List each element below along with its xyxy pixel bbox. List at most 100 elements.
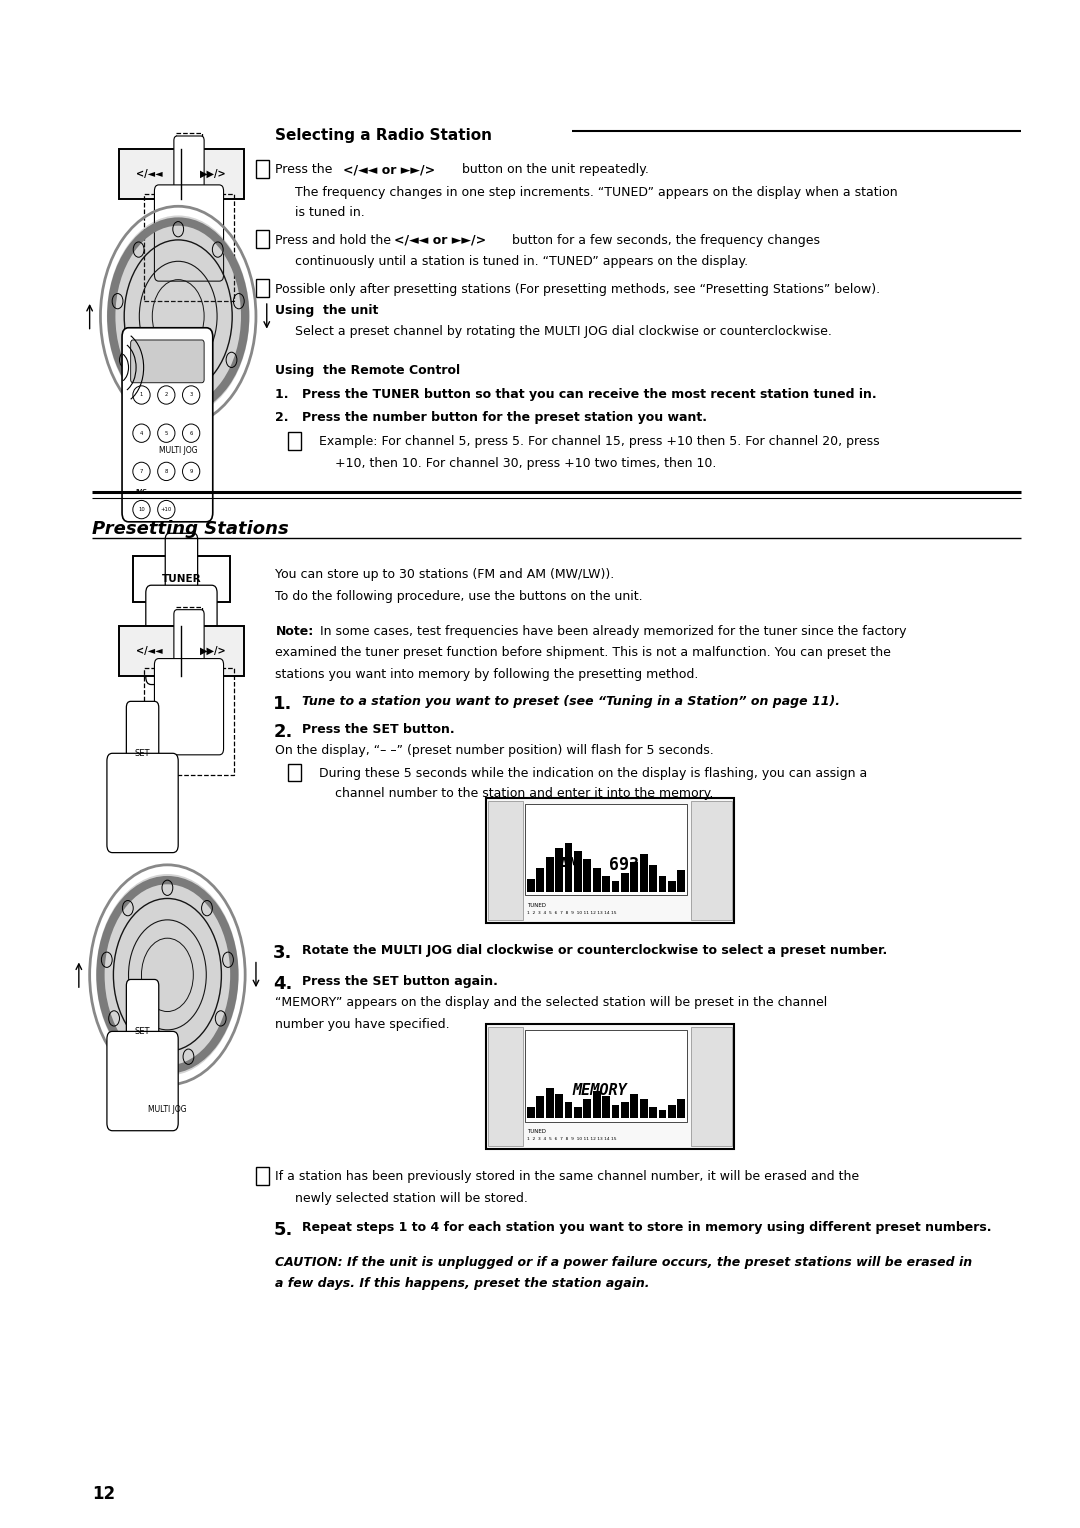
Text: Selecting a Radio Station: Selecting a Radio Station (275, 128, 492, 144)
FancyBboxPatch shape (107, 753, 178, 853)
Text: Using  the Remote Control: Using the Remote Control (275, 364, 460, 377)
Text: If a station has been previously stored in the same channel number, it will be e: If a station has been previously stored … (275, 1170, 860, 1184)
Bar (527, 879, 535, 892)
Text: Press the number button for the preset station you want.: Press the number button for the preset s… (302, 411, 707, 425)
Text: 4: 4 (139, 431, 144, 435)
Text: 1  2  3  4  5  6  7  8  9  10 11 12 13 14 15: 1 2 3 4 5 6 7 8 9 10 11 12 13 14 15 (527, 1137, 617, 1141)
Text: +10, then 10. For channel 30, press +10 two times, then 10.: +10, then 10. For channel 30, press +10 … (335, 457, 716, 471)
Text: 5: 5 (164, 431, 168, 435)
FancyBboxPatch shape (131, 339, 204, 384)
Bar (537, 1097, 544, 1118)
Text: 7: 7 (139, 469, 144, 474)
Text: You can store up to 30 stations (FM and AM (MW/LW)).: You can store up to 30 stations (FM and … (275, 568, 615, 582)
Bar (593, 1091, 600, 1118)
Text: TUNER: TUNER (162, 575, 201, 584)
Bar (611, 882, 619, 892)
Bar (691, 801, 732, 920)
Text: Press the SET button.: Press the SET button. (302, 723, 455, 736)
FancyBboxPatch shape (126, 701, 159, 775)
FancyBboxPatch shape (120, 148, 244, 199)
Text: During these 5 seconds while the indication on the display is flashing, you can : During these 5 seconds while the indicat… (319, 767, 867, 781)
Text: Press the SET button again.: Press the SET button again. (302, 975, 498, 989)
Text: TUNED: TUNED (527, 903, 546, 908)
FancyBboxPatch shape (126, 979, 159, 1053)
Text: 4.: 4. (273, 975, 293, 993)
Text: </◄◄ or ►►/>: </◄◄ or ►►/> (394, 234, 486, 248)
Text: MULTI JOG: MULTI JOG (159, 446, 198, 455)
FancyBboxPatch shape (165, 533, 198, 607)
Text: 9: 9 (189, 469, 193, 474)
Bar (639, 854, 648, 892)
Bar (649, 1108, 657, 1118)
Text: TUNED: TUNED (527, 1129, 546, 1134)
Text: button on the unit repeatedly.: button on the unit repeatedly. (458, 163, 649, 177)
Text: 1.: 1. (273, 695, 293, 714)
Text: number you have specified.: number you have specified. (275, 1018, 450, 1031)
FancyBboxPatch shape (146, 585, 217, 685)
Text: MEMORY: MEMORY (572, 1083, 626, 1099)
Text: JVC: JVC (135, 489, 147, 494)
Bar (256, 280, 269, 296)
Bar (525, 1030, 687, 1122)
Bar (486, 1024, 734, 1149)
FancyBboxPatch shape (122, 329, 213, 521)
Bar (583, 1099, 591, 1118)
Text: The frequency changes in one step increments. “TUNED” appears on the display whe: The frequency changes in one step increm… (295, 186, 897, 200)
Text: AM   693: AM 693 (559, 856, 639, 874)
Text: To do the following procedure, use the buttons on the unit.: To do the following procedure, use the b… (275, 590, 643, 604)
Text: 6: 6 (189, 431, 193, 435)
Text: 3.: 3. (273, 944, 293, 963)
Text: </◄◄: </◄◄ (136, 646, 162, 656)
Text: Press and hold the: Press and hold the (275, 234, 395, 248)
Text: SET: SET (135, 1027, 150, 1036)
Bar (565, 1102, 572, 1118)
Text: 1.: 1. (275, 388, 298, 402)
Text: 1  2  3  4  5  6  7  8  9  10 11 12 13 14 15: 1 2 3 4 5 6 7 8 9 10 11 12 13 14 15 (527, 911, 617, 915)
Bar (621, 872, 629, 892)
Bar (488, 1027, 523, 1146)
Text: newly selected station will be stored.: newly selected station will be stored. (295, 1192, 528, 1206)
Text: On the display, “– –” (preset number position) will flash for 5 seconds.: On the display, “– –” (preset number pos… (275, 744, 714, 758)
Bar (488, 801, 523, 920)
Text: ▶▶/>: ▶▶/> (201, 170, 227, 179)
Text: ▶▶/>: ▶▶/> (201, 646, 227, 656)
Bar (256, 231, 269, 248)
FancyBboxPatch shape (154, 185, 224, 281)
Bar (639, 1099, 648, 1118)
Bar (583, 859, 591, 892)
Bar (288, 432, 301, 449)
Bar (677, 1099, 685, 1118)
Bar (545, 1088, 554, 1118)
Text: 12: 12 (92, 1485, 114, 1504)
Text: Example: For channel 5, press 5. For channel 15, press +10 then 5. For channel 2: Example: For channel 5, press 5. For cha… (319, 435, 879, 449)
Bar (659, 1111, 666, 1118)
FancyBboxPatch shape (154, 659, 224, 755)
Bar (288, 764, 301, 781)
Text: 5.: 5. (273, 1221, 293, 1239)
Text: 2: 2 (164, 393, 168, 397)
Bar (256, 160, 269, 177)
Bar (575, 1108, 582, 1118)
Bar (603, 1097, 610, 1118)
Bar (555, 1094, 563, 1118)
Bar (621, 1102, 629, 1118)
Bar (677, 871, 685, 892)
Bar (575, 851, 582, 892)
FancyBboxPatch shape (174, 610, 204, 677)
Bar (631, 862, 638, 892)
Text: CAUTION: If the unit is unplugged or if a power failure occurs, the preset stati: CAUTION: If the unit is unplugged or if … (275, 1256, 972, 1270)
Bar (659, 876, 666, 892)
Text: </◄◄: </◄◄ (136, 170, 162, 179)
Text: a few days. If this happens, preset the station again.: a few days. If this happens, preset the … (275, 1277, 650, 1291)
Text: 10: 10 (138, 507, 145, 512)
Text: </◄◄ or ►►/>: </◄◄ or ►►/> (343, 163, 435, 177)
Text: Press the TUNER button so that you can receive the most recent station tuned in.: Press the TUNER button so that you can r… (302, 388, 877, 402)
Bar (256, 1167, 269, 1184)
FancyBboxPatch shape (174, 136, 204, 203)
Bar (486, 798, 734, 923)
Circle shape (96, 874, 239, 1076)
FancyBboxPatch shape (133, 556, 230, 602)
Bar (649, 865, 657, 892)
Bar (537, 868, 544, 892)
Bar (565, 843, 572, 892)
